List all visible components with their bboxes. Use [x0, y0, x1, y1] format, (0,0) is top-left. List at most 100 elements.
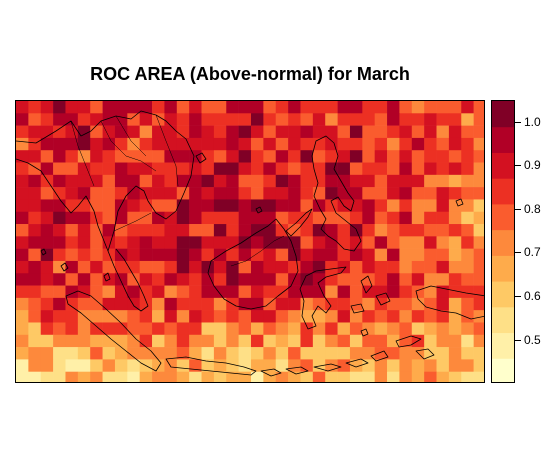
grid-cell — [28, 260, 42, 274]
grid-cell — [300, 334, 314, 348]
grid-cell — [127, 297, 140, 311]
grid-cell — [424, 285, 437, 299]
grid-cell — [16, 187, 29, 200]
grid-cell — [152, 347, 165, 360]
grid-cell — [448, 236, 462, 249]
grid-cell — [139, 236, 153, 249]
grid-cell — [325, 162, 338, 176]
grid-cell — [77, 273, 91, 286]
grid-cell — [312, 224, 326, 237]
grid-cell — [300, 285, 314, 299]
grid-cell — [461, 236, 474, 249]
grid-cell — [263, 371, 277, 382]
grid-cell — [102, 322, 116, 336]
grid-cell — [411, 174, 425, 188]
grid-cell — [436, 248, 450, 262]
grid-cell — [399, 371, 413, 382]
grid-cell — [164, 310, 178, 323]
grid-cell — [263, 137, 277, 151]
grid-cell — [387, 359, 400, 372]
grid-cell — [40, 236, 54, 249]
grid-cell — [28, 187, 42, 200]
grid-cell — [424, 273, 437, 286]
grid-cell — [411, 248, 425, 262]
grid-cell — [102, 137, 116, 151]
grid-cell — [387, 236, 400, 249]
grid-cell — [176, 260, 190, 274]
grid-cell — [424, 125, 437, 139]
grid-cell — [275, 359, 289, 372]
grid-cell — [251, 334, 264, 348]
grid-cell — [337, 347, 351, 360]
grid-cell — [139, 125, 153, 139]
grid-cell — [65, 359, 79, 372]
coastlines — [16, 110, 484, 377]
grid-cell — [189, 199, 202, 213]
grid-cell — [325, 236, 338, 249]
grid-cell — [226, 199, 239, 213]
grid-cell — [102, 162, 116, 176]
grid-cell — [251, 322, 264, 336]
grid-cell — [114, 150, 128, 163]
grid-cell — [127, 347, 140, 360]
grid-cell — [387, 273, 400, 286]
coastline-java — [165, 356, 257, 376]
grid-cell — [399, 211, 413, 225]
grid-cell — [40, 162, 54, 176]
grid-cell — [349, 285, 363, 299]
grid-cell — [164, 125, 178, 139]
grid-cell — [238, 359, 252, 372]
grid-cell — [90, 359, 103, 372]
grid-cell — [176, 310, 190, 323]
grid-cell — [448, 224, 462, 237]
grid-cell — [461, 101, 474, 114]
grid-cell — [213, 162, 227, 176]
grid-cell — [473, 273, 484, 286]
grid-cell — [90, 322, 103, 336]
grid-cell — [226, 347, 239, 360]
grid-cell — [213, 347, 227, 360]
grid-cell — [102, 187, 116, 200]
grid-cell — [473, 211, 484, 225]
grid-cell — [152, 174, 165, 188]
grid-cell — [325, 334, 338, 348]
grid-cell — [325, 310, 338, 323]
grid-cell — [288, 101, 301, 114]
grid-cell — [362, 248, 375, 262]
grid-cell — [238, 162, 252, 176]
grid-cell — [28, 322, 42, 336]
grid-cell — [226, 334, 239, 348]
grid-cell — [349, 113, 363, 126]
grid-cell — [300, 174, 314, 188]
grid-cell — [399, 347, 413, 360]
grid-cell — [201, 224, 215, 237]
grid-cell — [424, 359, 437, 372]
grid-cell — [16, 260, 29, 274]
grid-cell — [349, 248, 363, 262]
grid-cell — [387, 211, 400, 225]
grid-cell — [114, 162, 128, 176]
grid-cell — [325, 113, 338, 126]
grid-cell — [77, 334, 91, 348]
grid-cell — [374, 260, 388, 274]
grid-cell — [65, 101, 79, 114]
grid-cell — [288, 334, 301, 348]
grid-cell — [201, 297, 215, 311]
grid-cell — [176, 125, 190, 139]
grid-cell — [164, 273, 178, 286]
grid-cell — [399, 199, 413, 213]
grid-cell — [65, 347, 79, 360]
grid-cell — [114, 236, 128, 249]
grid-cell — [16, 273, 29, 286]
grid-cell — [152, 101, 165, 114]
grid-cell — [448, 285, 462, 299]
grid-cell — [424, 187, 437, 200]
grid-cell — [114, 371, 128, 382]
grid-cell — [374, 310, 388, 323]
grid-cell — [16, 224, 29, 237]
grid-cell — [139, 248, 153, 262]
grid-cell — [337, 359, 351, 372]
grid-cell — [127, 199, 140, 213]
grid-cell — [201, 137, 215, 151]
grid-cells — [16, 101, 484, 382]
